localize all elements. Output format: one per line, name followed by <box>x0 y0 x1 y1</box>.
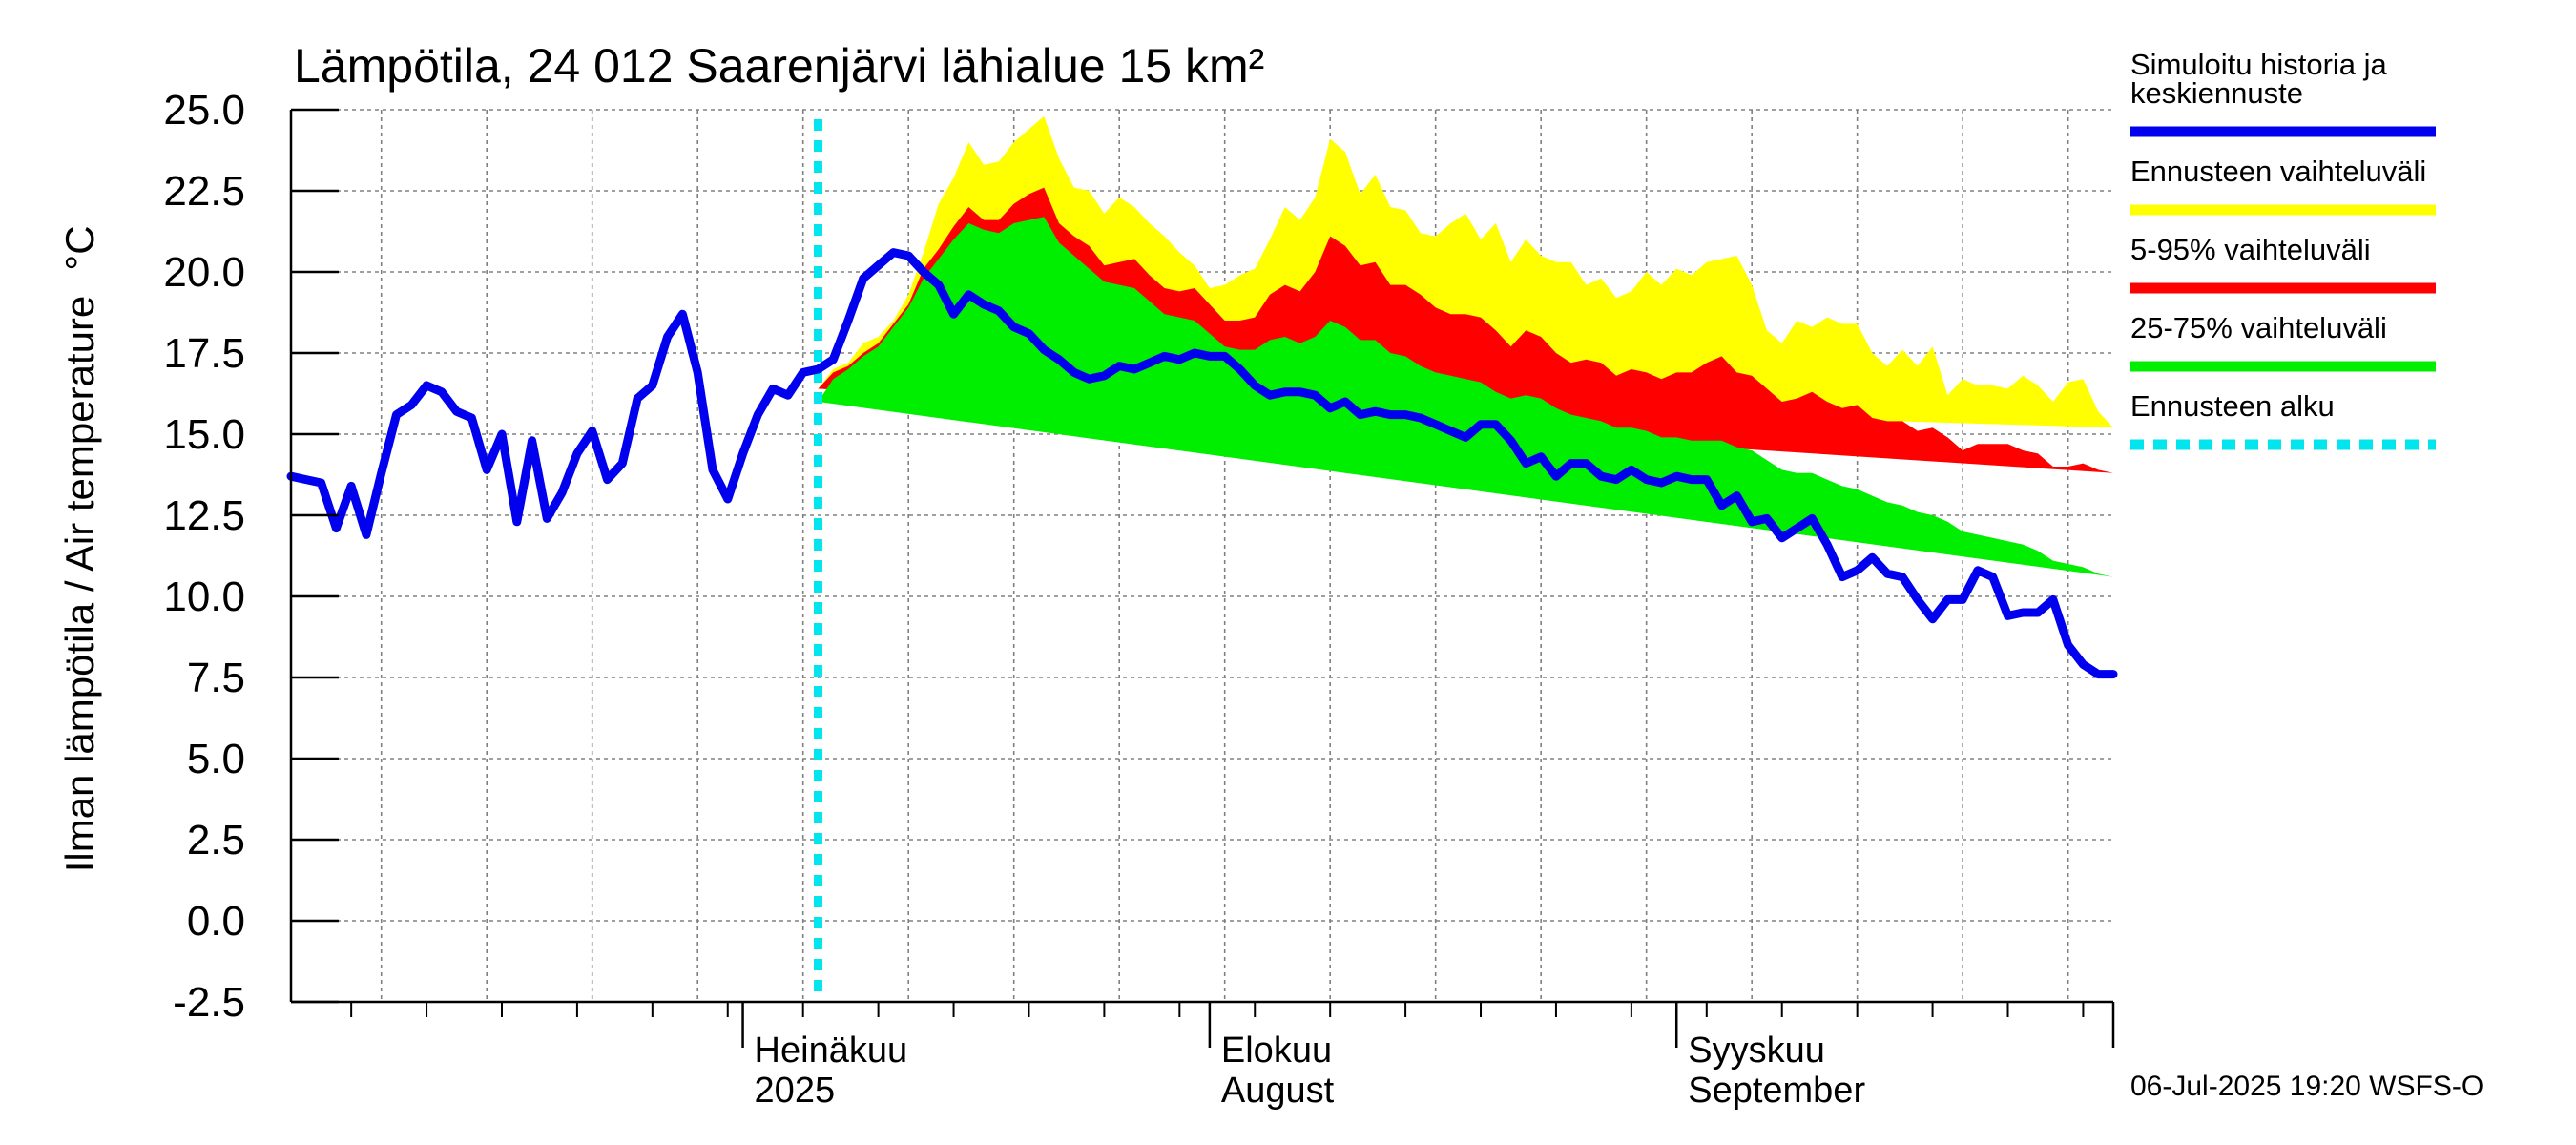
y-tick-label: 2.5 <box>187 817 245 864</box>
band-25-75 <box>818 217 2113 577</box>
legend-label: Ennusteen vaihteluväli <box>2130 155 2426 188</box>
y-axis-title: Ilman lämpötila / Air temperature <box>57 296 102 873</box>
legend-label: 5-95% vaihteluväli <box>2130 233 2371 266</box>
legend-label: 25-75% vaihteluväli <box>2130 311 2387 344</box>
x-month-sublabel: 2025 <box>755 1071 836 1111</box>
y-tick-label: 12.5 <box>163 492 245 539</box>
y-tick-label: 15.0 <box>163 411 245 458</box>
legend-label: Simuloitu historia ja <box>2130 48 2388 81</box>
forecast-bands <box>818 115 2113 577</box>
legend-label: Ennusteen alku <box>2130 389 2335 423</box>
y-tick-label: 25.0 <box>163 87 245 134</box>
footer-timestamp: 06-Jul-2025 19:20 WSFS-O <box>2130 1071 2483 1102</box>
plot-frame <box>289 110 2113 1004</box>
y-tick-label: -2.5 <box>173 979 245 1026</box>
chart-title: Lämpötila, 24 012 Saarenjärvi lähialue 1… <box>294 39 1264 93</box>
y-axis-unit: °C <box>57 225 102 270</box>
y-tick-label: 0.0 <box>187 898 245 945</box>
plot-background <box>291 110 2113 1002</box>
mean-temperature-line <box>286 248 2118 679</box>
y-tick-label: 20.0 <box>163 249 245 296</box>
y-tick-label: 7.5 <box>187 655 245 701</box>
y-tick-label: 5.0 <box>187 736 245 782</box>
y-axis-label: Ilman lämpötila / Air temperature °C <box>57 225 102 872</box>
x-month-label: Heinäkuu <box>755 1030 908 1071</box>
legend-label: keskiennuste <box>2130 76 2303 110</box>
y-tick-label: 10.0 <box>163 573 245 620</box>
y-tick-label: 17.5 <box>163 330 245 377</box>
plot-area: 25.0 22.5 20.0 17.5 15.0 12.5 10.0 7.5 5.0 2.5 0.0… <box>163 87 2118 1111</box>
x-month-sublabel: August <box>1221 1071 1335 1111</box>
y-tick-label: 22.5 <box>163 168 245 215</box>
x-month-label: Elokuu <box>1221 1030 1332 1071</box>
x-month-sublabel: September <box>1688 1071 1865 1111</box>
y-axis-ticks: 25.0 22.5 20.0 17.5 15.0 12.5 10.0 7.5 5.0 2.5 0.0… <box>163 87 339 1026</box>
x-month-label: Syyskuu <box>1688 1030 1825 1071</box>
